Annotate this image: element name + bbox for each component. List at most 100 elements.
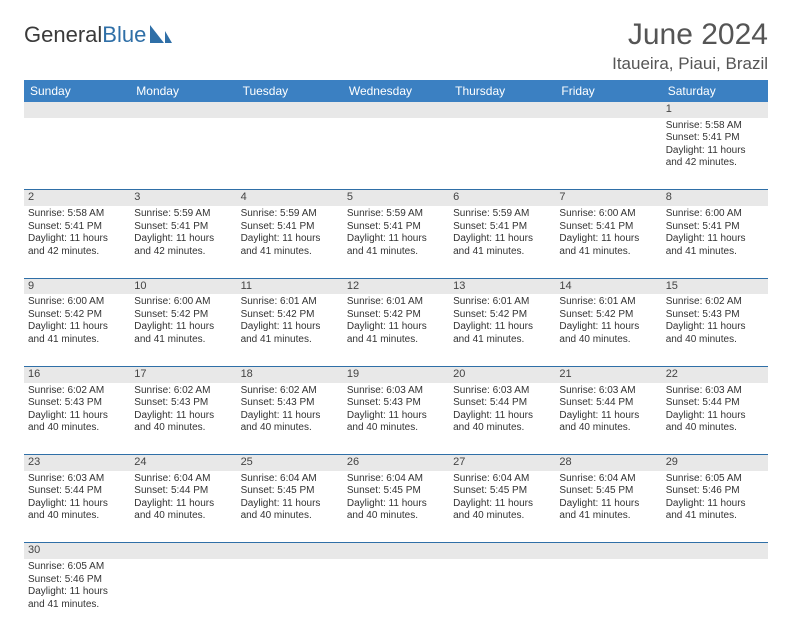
sunrise-text: Sunrise: 6:03 AM: [347, 385, 445, 398]
day-number: 16: [24, 366, 130, 382]
daylight-text: and 42 minutes.: [134, 246, 232, 259]
daylight-text: Daylight: 11 hours: [666, 233, 764, 246]
daylight-text: Daylight: 11 hours: [347, 410, 445, 423]
day-number: 2: [24, 190, 130, 206]
day-cell: Sunrise: 6:01 AMSunset: 5:42 PMDaylight:…: [237, 294, 343, 366]
sunset-text: Sunset: 5:43 PM: [347, 397, 445, 410]
day-cell: Sunrise: 5:58 AMSunset: 5:41 PMDaylight:…: [662, 118, 768, 190]
sunset-text: Sunset: 5:44 PM: [453, 397, 551, 410]
day-cell: Sunrise: 6:04 AMSunset: 5:44 PMDaylight:…: [130, 471, 236, 543]
sunset-text: Sunset: 5:42 PM: [453, 309, 551, 322]
brand-logo: GeneralBlue: [24, 18, 174, 46]
daylight-text: and 41 minutes.: [28, 599, 126, 612]
day-cell: Sunrise: 6:04 AMSunset: 5:45 PMDaylight:…: [343, 471, 449, 543]
day-number: [555, 102, 661, 118]
daylight-text: and 42 minutes.: [666, 157, 764, 170]
daylight-text: and 41 minutes.: [241, 246, 339, 259]
sunrise-text: Sunrise: 6:01 AM: [347, 296, 445, 309]
day-number: 28: [555, 455, 661, 471]
day-number: 5: [343, 190, 449, 206]
sunset-text: Sunset: 5:42 PM: [559, 309, 657, 322]
day-cell: Sunrise: 6:01 AMSunset: 5:42 PMDaylight:…: [343, 294, 449, 366]
daylight-text: Daylight: 11 hours: [134, 410, 232, 423]
day-number: 20: [449, 366, 555, 382]
day-number: 17: [130, 366, 236, 382]
day-cell: Sunrise: 6:03 AMSunset: 5:44 PMDaylight:…: [449, 383, 555, 455]
day-number: [343, 543, 449, 559]
daynum-row: 1: [24, 102, 768, 118]
daylight-text: Daylight: 11 hours: [241, 498, 339, 511]
day-cell: Sunrise: 5:59 AMSunset: 5:41 PMDaylight:…: [343, 206, 449, 278]
sunrise-text: Sunrise: 5:59 AM: [134, 208, 232, 221]
day-number: [343, 102, 449, 118]
sunset-text: Sunset: 5:41 PM: [241, 221, 339, 234]
day-number: 12: [343, 278, 449, 294]
day-cell: Sunrise: 6:00 AMSunset: 5:41 PMDaylight:…: [662, 206, 768, 278]
sunset-text: Sunset: 5:42 PM: [241, 309, 339, 322]
daylight-text: and 41 minutes.: [559, 510, 657, 523]
empty-cell: [130, 559, 236, 631]
day-number: 29: [662, 455, 768, 471]
daylight-text: and 41 minutes.: [134, 334, 232, 347]
day-number: 25: [237, 455, 343, 471]
daylight-text: Daylight: 11 hours: [347, 233, 445, 246]
sunrise-text: Sunrise: 6:04 AM: [241, 473, 339, 486]
day-cell: Sunrise: 6:03 AMSunset: 5:44 PMDaylight:…: [662, 383, 768, 455]
sunset-text: Sunset: 5:43 PM: [241, 397, 339, 410]
sunrise-text: Sunrise: 6:04 AM: [453, 473, 551, 486]
day-number: [662, 543, 768, 559]
day-cell: Sunrise: 6:03 AMSunset: 5:43 PMDaylight:…: [343, 383, 449, 455]
sunset-text: Sunset: 5:41 PM: [559, 221, 657, 234]
day-cell: Sunrise: 5:59 AMSunset: 5:41 PMDaylight:…: [449, 206, 555, 278]
day-cell: Sunrise: 6:02 AMSunset: 5:43 PMDaylight:…: [24, 383, 130, 455]
sunset-text: Sunset: 5:41 PM: [666, 221, 764, 234]
day-number: 21: [555, 366, 661, 382]
sunset-text: Sunset: 5:42 PM: [134, 309, 232, 322]
empty-cell: [237, 118, 343, 190]
sunrise-text: Sunrise: 6:00 AM: [559, 208, 657, 221]
daynum-row: 30: [24, 543, 768, 559]
weekday-header: Sunday: [24, 80, 130, 102]
day-number: [449, 102, 555, 118]
brand-name-b: Blue: [102, 22, 146, 47]
day-cell: Sunrise: 6:00 AMSunset: 5:41 PMDaylight:…: [555, 206, 661, 278]
week-row: Sunrise: 5:58 AMSunset: 5:41 PMDaylight:…: [24, 206, 768, 278]
sunset-text: Sunset: 5:45 PM: [241, 485, 339, 498]
week-row: Sunrise: 6:03 AMSunset: 5:44 PMDaylight:…: [24, 471, 768, 543]
empty-cell: [343, 118, 449, 190]
sunset-text: Sunset: 5:46 PM: [28, 574, 126, 587]
day-cell: Sunrise: 6:03 AMSunset: 5:44 PMDaylight:…: [24, 471, 130, 543]
sunset-text: Sunset: 5:45 PM: [559, 485, 657, 498]
day-cell: Sunrise: 6:01 AMSunset: 5:42 PMDaylight:…: [555, 294, 661, 366]
sunrise-text: Sunrise: 6:04 AM: [347, 473, 445, 486]
daylight-text: and 42 minutes.: [28, 246, 126, 259]
daylight-text: Daylight: 11 hours: [134, 233, 232, 246]
empty-cell: [555, 118, 661, 190]
daylight-text: and 40 minutes.: [453, 510, 551, 523]
daylight-text: and 40 minutes.: [559, 422, 657, 435]
sunrise-text: Sunrise: 6:05 AM: [28, 561, 126, 574]
day-cell: Sunrise: 6:02 AMSunset: 5:43 PMDaylight:…: [662, 294, 768, 366]
sunrise-text: Sunrise: 6:04 AM: [559, 473, 657, 486]
sunrise-text: Sunrise: 6:04 AM: [134, 473, 232, 486]
day-number: 1: [662, 102, 768, 118]
weekday-header: Wednesday: [343, 80, 449, 102]
day-number: [449, 543, 555, 559]
sunrise-text: Sunrise: 5:59 AM: [347, 208, 445, 221]
daylight-text: Daylight: 11 hours: [666, 145, 764, 158]
sunset-text: Sunset: 5:41 PM: [28, 221, 126, 234]
daylight-text: and 40 minutes.: [453, 422, 551, 435]
empty-cell: [449, 559, 555, 631]
day-cell: Sunrise: 6:03 AMSunset: 5:44 PMDaylight:…: [555, 383, 661, 455]
day-number: 7: [555, 190, 661, 206]
day-number: 10: [130, 278, 236, 294]
daylight-text: Daylight: 11 hours: [241, 410, 339, 423]
sunrise-text: Sunrise: 6:02 AM: [134, 385, 232, 398]
daylight-text: and 41 minutes.: [28, 334, 126, 347]
sunrise-text: Sunrise: 6:00 AM: [666, 208, 764, 221]
daylight-text: and 41 minutes.: [347, 334, 445, 347]
daylight-text: and 40 minutes.: [347, 422, 445, 435]
daylight-text: Daylight: 11 hours: [241, 233, 339, 246]
week-row: Sunrise: 6:05 AMSunset: 5:46 PMDaylight:…: [24, 559, 768, 631]
sunrise-text: Sunrise: 5:59 AM: [453, 208, 551, 221]
